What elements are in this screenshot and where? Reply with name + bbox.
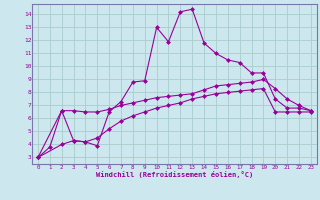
X-axis label: Windchill (Refroidissement éolien,°C): Windchill (Refroidissement éolien,°C) <box>96 171 253 178</box>
